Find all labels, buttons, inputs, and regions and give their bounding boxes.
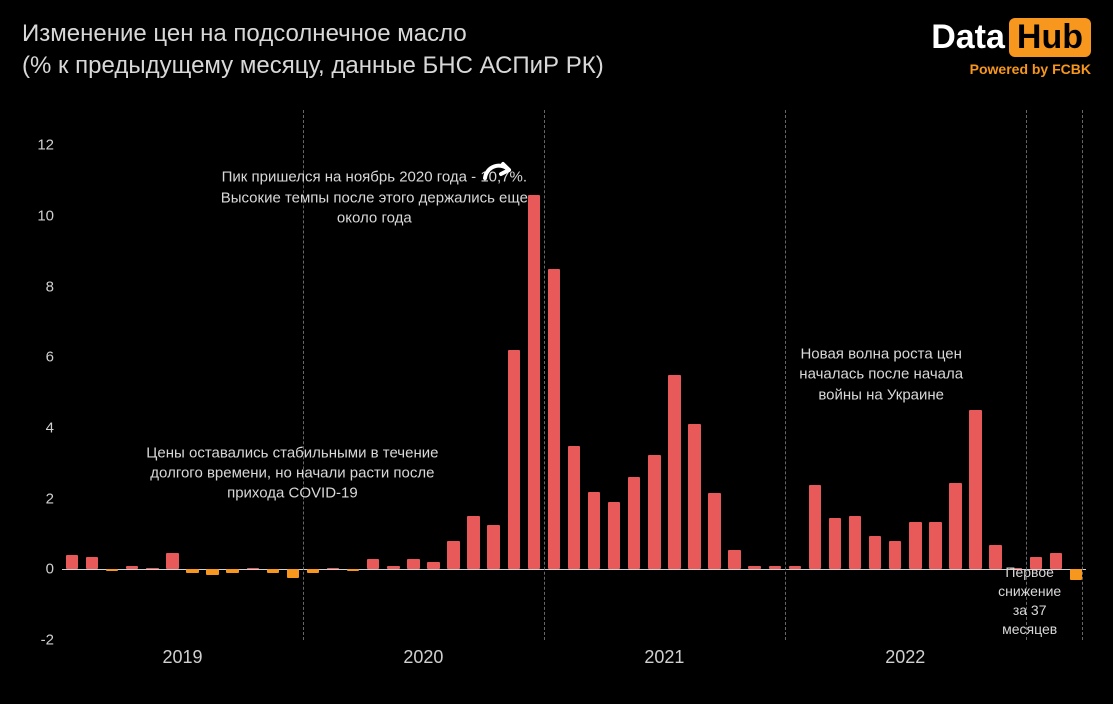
- bar: [889, 541, 901, 569]
- bar: [608, 502, 620, 569]
- bar: [909, 522, 921, 570]
- year-divider: [1026, 110, 1027, 640]
- bar: [849, 516, 861, 569]
- y-tick-label: 8: [22, 278, 54, 295]
- annotation-war: Новая волна роста цен началась после нач…: [779, 345, 984, 406]
- bar: [66, 555, 78, 569]
- bar: [969, 410, 981, 569]
- year-divider: [1082, 110, 1083, 640]
- bar: [427, 562, 439, 569]
- bar: [769, 566, 781, 570]
- y-tick-label: 12: [22, 137, 54, 154]
- chart: -2 0 2 4 6 8 10 12 2019 2020 2021 2022 Цены оставали…: [22, 110, 1092, 680]
- bar: [86, 557, 98, 569]
- y-tick-label: 0: [22, 561, 54, 578]
- bar: [568, 446, 580, 570]
- bar: [829, 518, 841, 569]
- y-tick-label: -2: [22, 632, 54, 649]
- bar: [648, 455, 660, 570]
- bar: [949, 483, 961, 570]
- bar: [447, 541, 459, 569]
- bar: [548, 269, 560, 569]
- bar: [869, 536, 881, 570]
- bar: [126, 566, 138, 570]
- bar: [487, 525, 499, 569]
- bar: [588, 492, 600, 570]
- bar: [728, 550, 740, 569]
- bar: [809, 485, 821, 570]
- year-divider: [544, 110, 545, 640]
- title-line-1: Изменение цен на подсолнечное масло: [22, 18, 604, 50]
- bar: [1070, 569, 1082, 580]
- bar: [287, 569, 299, 578]
- bar: [708, 493, 720, 569]
- plot-area: -20246810122019202020212022Цены оставали…: [62, 110, 1086, 640]
- annotation-covid: Цены оставались стабильными в течение до…: [146, 444, 438, 505]
- bar: [307, 569, 319, 573]
- logo-row: Data Hub: [931, 18, 1091, 57]
- y-tick-label: 4: [22, 420, 54, 437]
- logo: Data Hub Powered by FCBK: [931, 18, 1091, 77]
- x-year-label: 2019: [162, 647, 202, 668]
- bar: [467, 516, 479, 569]
- bar: [267, 569, 279, 573]
- bar: [528, 195, 540, 570]
- logo-hub-text: Hub: [1009, 18, 1091, 57]
- y-tick-label: 6: [22, 349, 54, 366]
- bar: [347, 569, 359, 571]
- peak-arrow-icon: [477, 150, 517, 190]
- bar: [748, 566, 760, 570]
- bar: [186, 569, 198, 573]
- bar: [508, 350, 520, 569]
- bar: [628, 477, 640, 569]
- bar: [688, 424, 700, 569]
- bar: [367, 559, 379, 570]
- x-year-label: 2021: [644, 647, 684, 668]
- x-year-label: 2020: [403, 647, 443, 668]
- bar: [407, 559, 419, 570]
- annotation-first-drop: Первое снижение за 37 месяцев: [998, 563, 1061, 639]
- bar: [789, 566, 801, 570]
- logo-subtext: Powered by FCBK: [970, 61, 1091, 77]
- bar: [166, 553, 178, 569]
- title-block: Изменение цен на подсолнечное масло (% к…: [22, 18, 604, 83]
- bar: [668, 375, 680, 569]
- bar: [387, 566, 399, 570]
- logo-data-text: Data: [931, 18, 1005, 57]
- title-line-2: (% к предыдущему месяцу, данные БНС АСПи…: [22, 50, 604, 82]
- bar: [226, 569, 238, 573]
- x-year-label: 2022: [885, 647, 925, 668]
- bar: [929, 522, 941, 570]
- bar: [106, 569, 118, 571]
- header: Изменение цен на подсолнечное масло (% к…: [22, 18, 1091, 83]
- y-tick-label: 10: [22, 208, 54, 225]
- bar: [206, 569, 218, 574]
- y-tick-label: 2: [22, 490, 54, 507]
